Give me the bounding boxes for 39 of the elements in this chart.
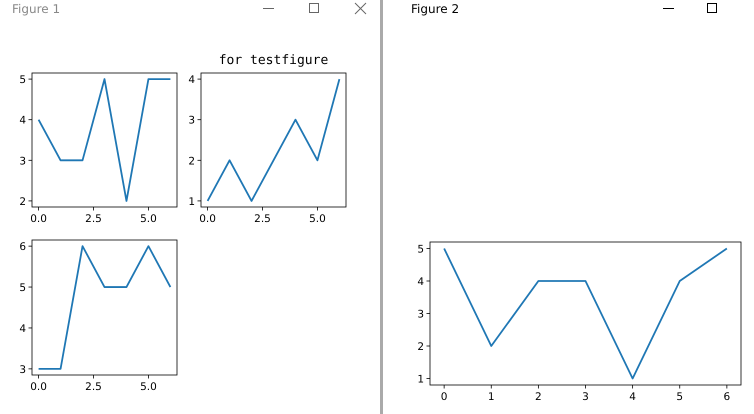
chart-title: for testfigure bbox=[218, 53, 328, 68]
caption: Figure 2 bbox=[411, 2, 460, 16]
x-tick-label: 0.0 bbox=[199, 213, 216, 225]
y-tick-label: 4 bbox=[417, 276, 424, 288]
x-tick-label: 6 bbox=[724, 391, 731, 403]
y-tick-label: 4 bbox=[19, 114, 26, 127]
x-tick-label: 2.5 bbox=[254, 213, 271, 225]
x-tick-label: 2.5 bbox=[85, 381, 102, 393]
y-tick-label: 4 bbox=[19, 322, 26, 335]
y-tick-label: 6 bbox=[19, 241, 26, 254]
x-tick-label: 5 bbox=[676, 391, 684, 403]
y-tick-label: 3 bbox=[19, 155, 26, 168]
x-tick-label: 0.0 bbox=[30, 213, 47, 225]
line-series bbox=[206, 78, 340, 202]
y-tick-label: 1 bbox=[188, 196, 195, 208]
x-tick-label: 3 bbox=[582, 391, 589, 403]
x-tick-label: 2 bbox=[535, 391, 542, 403]
x-tick-label: 5.0 bbox=[309, 213, 326, 225]
y-tick-label: 1 bbox=[417, 374, 424, 386]
y-tick-label: 3 bbox=[417, 308, 424, 320]
x-tick-label: 5.0 bbox=[140, 213, 157, 225]
x-tick-label: 1 bbox=[488, 391, 495, 403]
y-tick-label: 5 bbox=[417, 244, 424, 256]
x-tick-label: 0 bbox=[440, 391, 448, 403]
x-tick-label: 4 bbox=[629, 391, 636, 403]
line-series bbox=[38, 78, 172, 202]
y-tick-label: 2 bbox=[19, 196, 26, 208]
y-tick-label: 3 bbox=[188, 114, 195, 127]
y-tick-label: 3 bbox=[19, 364, 26, 376]
y-tick-label: 5 bbox=[19, 74, 26, 86]
caption: Figure 1 bbox=[12, 2, 60, 16]
y-tick-label: 4 bbox=[188, 74, 196, 86]
y-tick-label: 5 bbox=[19, 282, 26, 294]
y-tick-label: 2 bbox=[188, 155, 195, 168]
x-tick-label: 0.0 bbox=[30, 381, 47, 393]
line-series bbox=[443, 248, 728, 380]
y-tick-label: 2 bbox=[417, 341, 424, 353]
x-tick-label: 2.5 bbox=[85, 213, 102, 225]
x-tick-label: 5.0 bbox=[140, 381, 157, 393]
